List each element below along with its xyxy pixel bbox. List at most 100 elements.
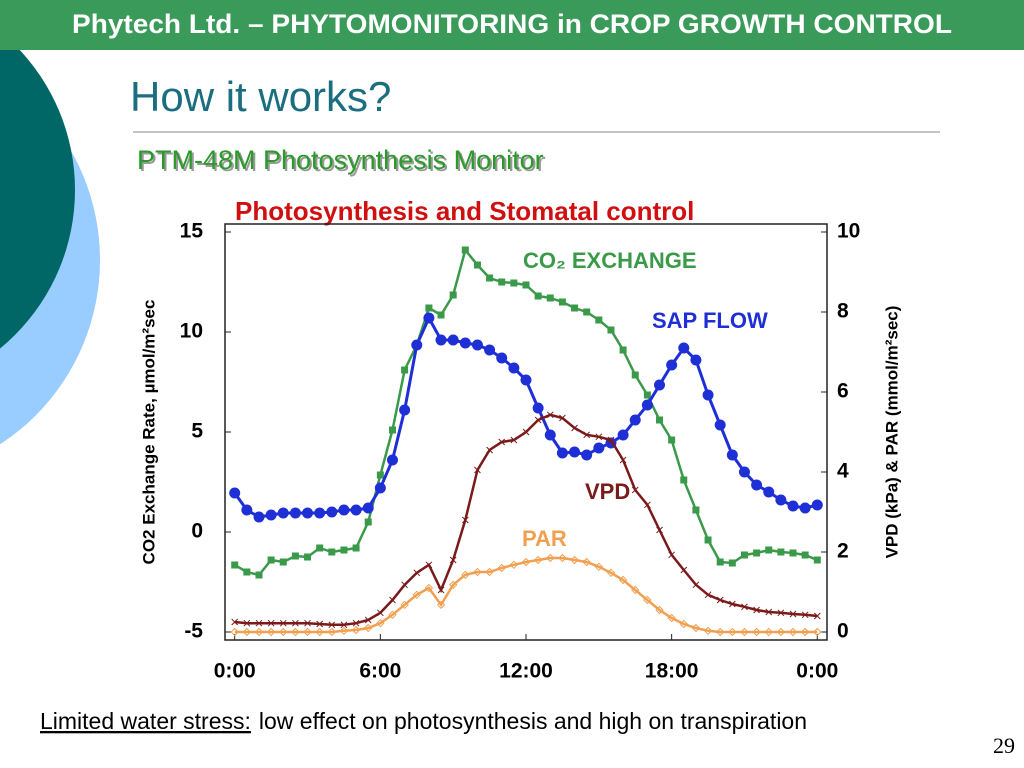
x-tick-label: 0:00	[214, 660, 256, 683]
marker	[292, 619, 299, 627]
marker	[583, 431, 591, 439]
marker	[801, 551, 809, 559]
marker	[607, 326, 615, 334]
marker	[594, 562, 604, 572]
series-label: VPD	[585, 479, 630, 504]
marker	[326, 506, 338, 518]
marker	[471, 339, 483, 351]
marker	[752, 627, 761, 637]
marker	[668, 551, 675, 559]
marker	[800, 627, 810, 637]
marker	[655, 605, 664, 615]
marker	[582, 557, 591, 567]
series-label: SAP FLOW	[652, 308, 768, 333]
marker	[570, 555, 579, 565]
marker	[389, 596, 396, 604]
series-label: PAR	[522, 526, 567, 551]
marker	[571, 304, 579, 312]
marker	[667, 613, 676, 623]
marker	[255, 571, 263, 579]
marker	[702, 389, 714, 401]
marker	[316, 544, 324, 552]
marker	[764, 627, 773, 637]
y2-tick-label: 10	[837, 220, 860, 243]
marker	[559, 414, 566, 422]
marker	[243, 568, 251, 576]
marker	[558, 298, 566, 306]
slide-title: How it works?	[130, 73, 391, 120]
marker	[449, 556, 457, 564]
marker	[546, 294, 554, 302]
marker	[254, 627, 264, 637]
marker	[799, 502, 811, 514]
series-label: CO₂ EXCHANGE	[523, 248, 697, 273]
marker	[352, 544, 360, 552]
marker	[691, 623, 701, 633]
marker	[484, 344, 496, 356]
marker	[606, 568, 616, 578]
y-tick-label: 15	[180, 220, 204, 243]
marker	[801, 611, 809, 619]
marker	[728, 600, 736, 608]
marker	[581, 449, 593, 461]
marker	[241, 504, 253, 516]
y2-tick-label: 6	[837, 380, 849, 403]
marker	[352, 619, 360, 627]
marker	[386, 454, 398, 466]
marker	[424, 583, 434, 593]
marker	[474, 466, 481, 474]
marker	[339, 626, 349, 636]
marker	[302, 507, 314, 519]
marker	[399, 404, 411, 416]
marker	[230, 627, 239, 637]
subtitle-shadow: PTM-48M Photosynthesis Monitor	[139, 147, 546, 177]
marker	[656, 416, 664, 424]
marker	[411, 339, 423, 351]
marker	[583, 308, 591, 316]
marker	[521, 557, 531, 567]
marker	[376, 618, 385, 628]
marker	[289, 507, 301, 519]
marker	[303, 627, 312, 637]
marker	[279, 619, 287, 627]
marker	[316, 620, 324, 628]
footer-emphasis: Limited water stress:	[40, 708, 251, 734]
y2-tick-label: 2	[837, 540, 849, 563]
marker	[595, 316, 603, 324]
marker	[279, 627, 288, 637]
marker	[340, 546, 348, 554]
marker	[726, 449, 738, 461]
marker	[473, 567, 482, 577]
y-tick-label: -5	[184, 620, 203, 643]
marker	[704, 536, 712, 544]
marker	[668, 436, 676, 444]
y2-axis-label: VPD (kPa) & PAR (mmol/m²sec)	[882, 306, 901, 559]
marker	[265, 509, 277, 521]
marker	[401, 581, 408, 589]
marker	[678, 342, 690, 354]
decor-circle	[0, 31, 75, 349]
x-tick-label: 0:00	[796, 660, 838, 683]
marker	[364, 518, 372, 526]
marker	[533, 555, 543, 565]
marker	[617, 429, 629, 441]
marker	[631, 371, 639, 379]
marker	[291, 627, 300, 637]
marker	[376, 471, 384, 479]
marker	[715, 627, 725, 637]
marker	[510, 279, 518, 287]
marker	[789, 549, 797, 557]
marker	[498, 438, 506, 446]
marker	[544, 429, 556, 441]
marker	[607, 436, 615, 444]
marker	[242, 627, 252, 637]
marker	[690, 354, 702, 366]
x-tick-label: 6:00	[359, 660, 401, 683]
marker	[532, 402, 544, 414]
y-tick-label: 5	[191, 420, 203, 443]
marker	[231, 561, 239, 569]
marker	[703, 626, 713, 636]
x-tick-label: 12:00	[499, 660, 553, 683]
marker	[436, 600, 446, 610]
marker	[811, 499, 823, 511]
